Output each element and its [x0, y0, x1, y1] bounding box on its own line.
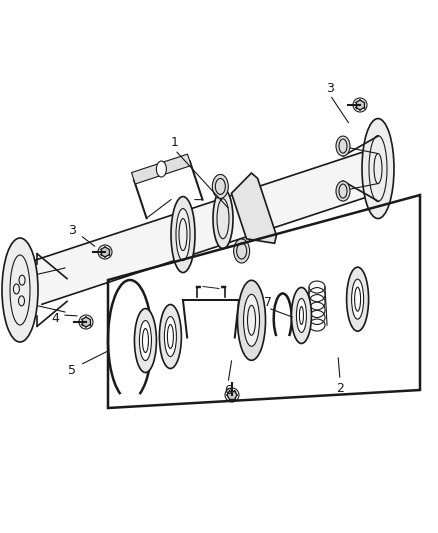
Ellipse shape — [233, 239, 250, 263]
Text: 3: 3 — [68, 223, 76, 237]
Text: 4: 4 — [51, 311, 59, 325]
Ellipse shape — [134, 309, 156, 373]
Text: 1: 1 — [171, 135, 179, 149]
Text: 5: 5 — [68, 364, 76, 376]
Polygon shape — [356, 100, 364, 110]
Polygon shape — [131, 154, 191, 184]
Ellipse shape — [139, 320, 152, 360]
Ellipse shape — [297, 298, 307, 333]
Ellipse shape — [291, 287, 311, 343]
Text: 3: 3 — [326, 82, 334, 94]
Polygon shape — [28, 148, 390, 304]
Ellipse shape — [212, 174, 228, 198]
Ellipse shape — [213, 189, 233, 249]
Polygon shape — [81, 317, 90, 327]
Ellipse shape — [362, 118, 394, 219]
Ellipse shape — [171, 197, 195, 272]
Ellipse shape — [237, 280, 265, 360]
Text: 7: 7 — [264, 295, 272, 309]
Ellipse shape — [164, 317, 177, 357]
Ellipse shape — [336, 181, 350, 201]
Ellipse shape — [244, 294, 260, 346]
Polygon shape — [101, 247, 110, 257]
Ellipse shape — [159, 304, 181, 368]
Ellipse shape — [156, 161, 166, 177]
Ellipse shape — [176, 208, 190, 261]
Ellipse shape — [2, 238, 38, 342]
Ellipse shape — [352, 279, 364, 319]
Ellipse shape — [336, 136, 350, 156]
Polygon shape — [227, 391, 237, 399]
Text: 2: 2 — [336, 382, 344, 394]
Ellipse shape — [346, 267, 369, 331]
Text: 6: 6 — [224, 384, 232, 397]
Polygon shape — [231, 173, 276, 243]
